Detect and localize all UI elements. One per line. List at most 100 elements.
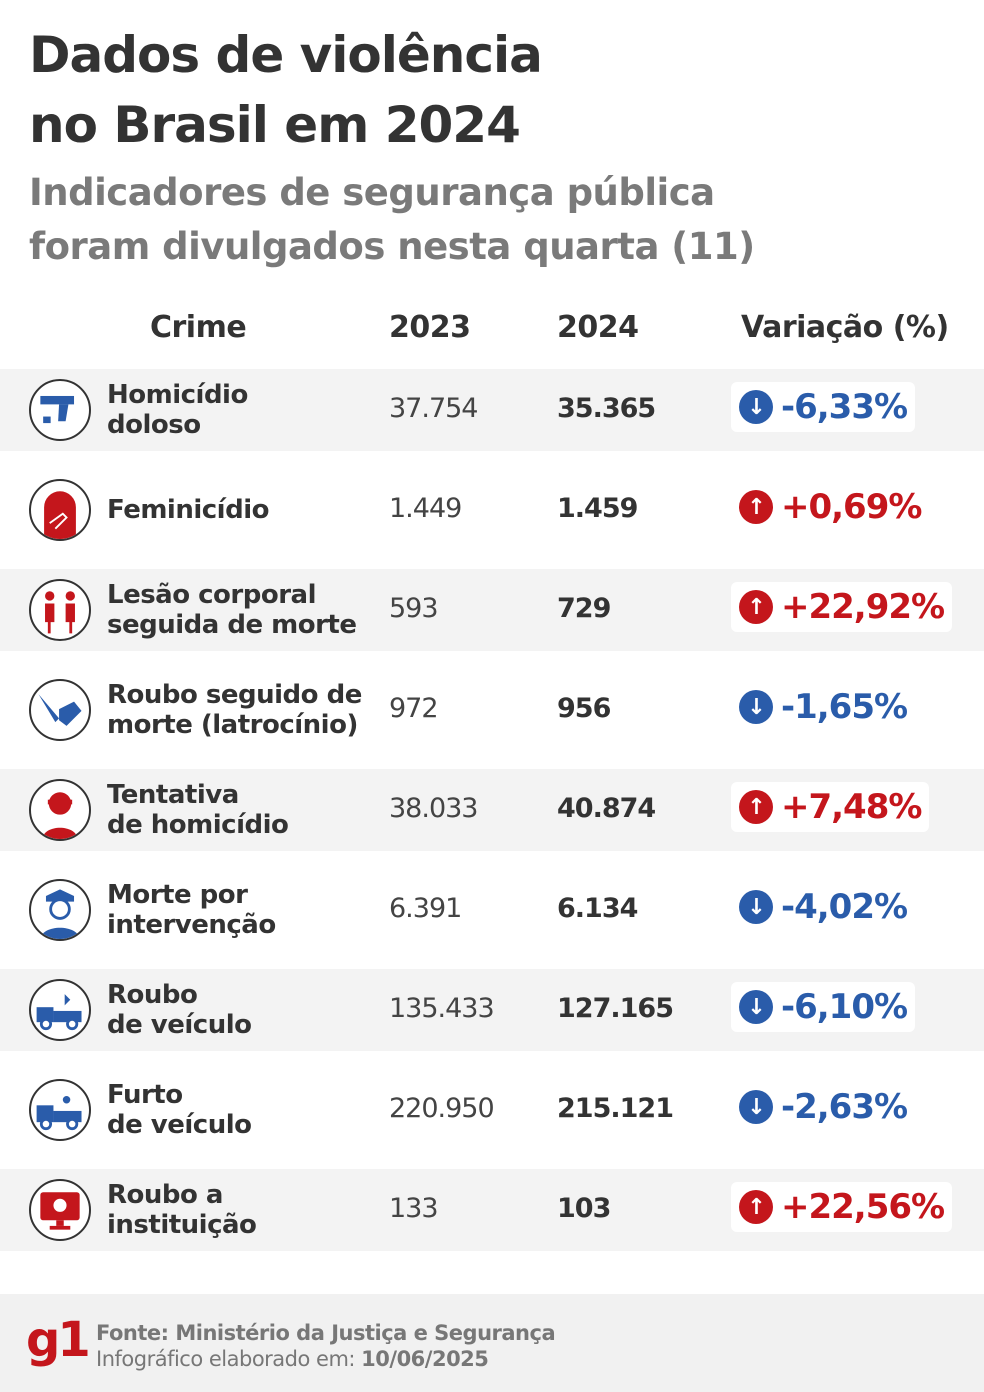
crime-name-line: de veículo	[107, 1010, 252, 1040]
footer: g1 Fonte: Ministério da Justiça e Segura…	[0, 1294, 984, 1392]
crime-name-line: doloso	[107, 410, 201, 440]
value-2024: 729	[557, 593, 611, 624]
variation-badge: ↓ -1,65%	[731, 682, 916, 732]
crime-name: Roubo a instituição	[107, 1180, 257, 1240]
truck-theft-icon	[29, 1079, 91, 1141]
crime-name: Feminicídio	[107, 495, 269, 525]
variation-value: +7,48%	[781, 787, 922, 827]
arrow-down-icon: ↓	[739, 990, 773, 1024]
crime-name-line: Furto	[107, 1080, 183, 1110]
bank-computer-icon	[29, 1179, 91, 1241]
value-2024: 127.165	[557, 993, 674, 1024]
injured-person-icon	[29, 779, 91, 841]
crime-name: Roubo de veículo	[107, 980, 252, 1040]
crime-name-line: Lesão corporal	[107, 580, 316, 610]
variation-value: -2,63%	[781, 1087, 908, 1127]
subtitle-line: Indicadores de segurança pública	[29, 171, 715, 214]
crime-name-line: Roubo	[107, 980, 198, 1010]
header-2024: 2024	[557, 310, 639, 345]
variation-value: -6,10%	[781, 987, 908, 1027]
value-2023: 1.449	[389, 493, 462, 524]
variation-badge: ↑ +0,69%	[731, 482, 930, 532]
value-2024: 215.121	[557, 1093, 674, 1124]
table-row: Lesão corporal seguida de morte 593 729 ↑…	[0, 560, 984, 660]
source: Fonte: Ministério da Justiça e Segurança	[96, 1321, 556, 1345]
title-line: Dados de violência	[29, 26, 543, 84]
fight-icon	[29, 579, 91, 641]
arrow-down-icon: ↓	[739, 890, 773, 924]
variation-value: +22,56%	[781, 1187, 945, 1227]
variation-badge: ↑ +22,56%	[731, 1182, 953, 1232]
variation-badge: ↑ +7,48%	[731, 782, 930, 832]
arrow-up-icon: ↑	[739, 790, 773, 824]
crime-name-line: Roubo seguido de	[107, 680, 362, 710]
police-officer-icon	[29, 879, 91, 941]
value-2024: 6.134	[557, 893, 638, 924]
value-2023: 37.754	[389, 393, 478, 424]
variation-badge: ↓ -6,10%	[731, 982, 916, 1032]
truck-robbery-icon	[29, 979, 91, 1041]
page-subtitle: Indicadores de segurança pública foram d…	[29, 166, 755, 274]
variation-value: -6,33%	[781, 387, 908, 427]
crime-name: Roubo seguido de morte (latrocínio)	[107, 680, 362, 740]
table-row: Roubo a instituição 133 103 ↑ +22,56%	[0, 1160, 984, 1260]
value-2023: 135.433	[389, 993, 495, 1024]
variation-value: +0,69%	[781, 487, 922, 527]
header-variation: Variação (%)	[741, 310, 949, 345]
arrow-up-icon: ↑	[739, 490, 773, 524]
header-2023: 2023	[389, 310, 471, 345]
variation-value: +22,92%	[781, 587, 945, 627]
value-2023: 38.033	[389, 793, 478, 824]
arrow-up-icon: ↑	[739, 590, 773, 624]
table-row: Homicídio doloso 37.754 35.365 ↓ -6,33%	[0, 360, 984, 460]
table-row: Roubo seguido de morte (latrocínio) 972 9…	[0, 660, 984, 760]
table-row: Furto de veículo 220.950 215.121 ↓ -2,63%	[0, 1060, 984, 1160]
value-2023: 593	[389, 593, 439, 624]
source-text: Fonte: Ministério da Justiça e Segurança…	[96, 1320, 556, 1372]
variation-badge: ↑ +22,92%	[731, 582, 953, 632]
variation-badge: ↓ -4,02%	[731, 882, 916, 932]
variation-badge: ↓ -6,33%	[731, 382, 916, 432]
table-row: Tentativa de homicídio 38.033 40.874 ↑ +7,…	[0, 760, 984, 860]
table-row: Feminicídio 1.449 1.459 ↑ +0,69%	[0, 460, 984, 560]
crime-name-line: Tentativa	[107, 780, 239, 810]
crime-name-line: Morte por	[107, 880, 248, 910]
table-row: Roubo de veículo 135.433 127.165 ↓ -6,10%	[0, 960, 984, 1060]
title-line: no Brasil em 2024	[29, 96, 521, 154]
crime-name-line: Feminicídio	[107, 495, 269, 525]
value-2023: 6.391	[389, 893, 462, 924]
variation-value: -1,65%	[781, 687, 908, 727]
crime-name: Homicídio doloso	[107, 380, 248, 440]
arrow-up-icon: ↑	[739, 1190, 773, 1224]
crime-name-line: intervenção	[107, 910, 276, 940]
subtitle-line: foram divulgados nesta quarta (11)	[29, 225, 755, 268]
crime-name-line: Roubo a	[107, 1180, 223, 1210]
value-2023: 133	[389, 1193, 439, 1224]
variation-badge: ↓ -2,63%	[731, 1082, 916, 1132]
value-2023: 972	[389, 693, 439, 724]
gun-icon	[29, 379, 91, 441]
value-2024: 1.459	[557, 493, 638, 524]
crime-name: Lesão corporal seguida de morte	[107, 580, 357, 640]
crime-name-line: seguida de morte	[107, 610, 357, 640]
value-2023: 220.950	[389, 1093, 495, 1124]
page-title: Dados de violência no Brasil em 2024	[29, 20, 543, 160]
variation-value: -4,02%	[781, 887, 908, 927]
crime-name-line: de veículo	[107, 1110, 252, 1140]
arrow-down-icon: ↓	[739, 1090, 773, 1124]
value-2024: 103	[557, 1193, 611, 1224]
g1-logo: g1	[26, 1312, 91, 1368]
crime-name-line: de homicídio	[107, 810, 289, 840]
crime-name: Tentativa de homicídio	[107, 780, 289, 840]
woman-covering-face-icon	[29, 479, 91, 541]
crime-name-line: morte (latrocínio)	[107, 710, 358, 740]
crime-name-line: Homicídio	[107, 380, 248, 410]
crime-name: Furto de veículo	[107, 1080, 252, 1140]
knife-hand-icon	[29, 679, 91, 741]
date-label: Infográfico elaborado em:	[96, 1347, 362, 1371]
header-crime: Crime	[150, 310, 247, 345]
value-2024: 40.874	[557, 793, 656, 824]
table-row: Morte por intervenção 6.391 6.134 ↓ -4,02%	[0, 860, 984, 960]
arrow-down-icon: ↓	[739, 390, 773, 424]
value-2024: 956	[557, 693, 611, 724]
